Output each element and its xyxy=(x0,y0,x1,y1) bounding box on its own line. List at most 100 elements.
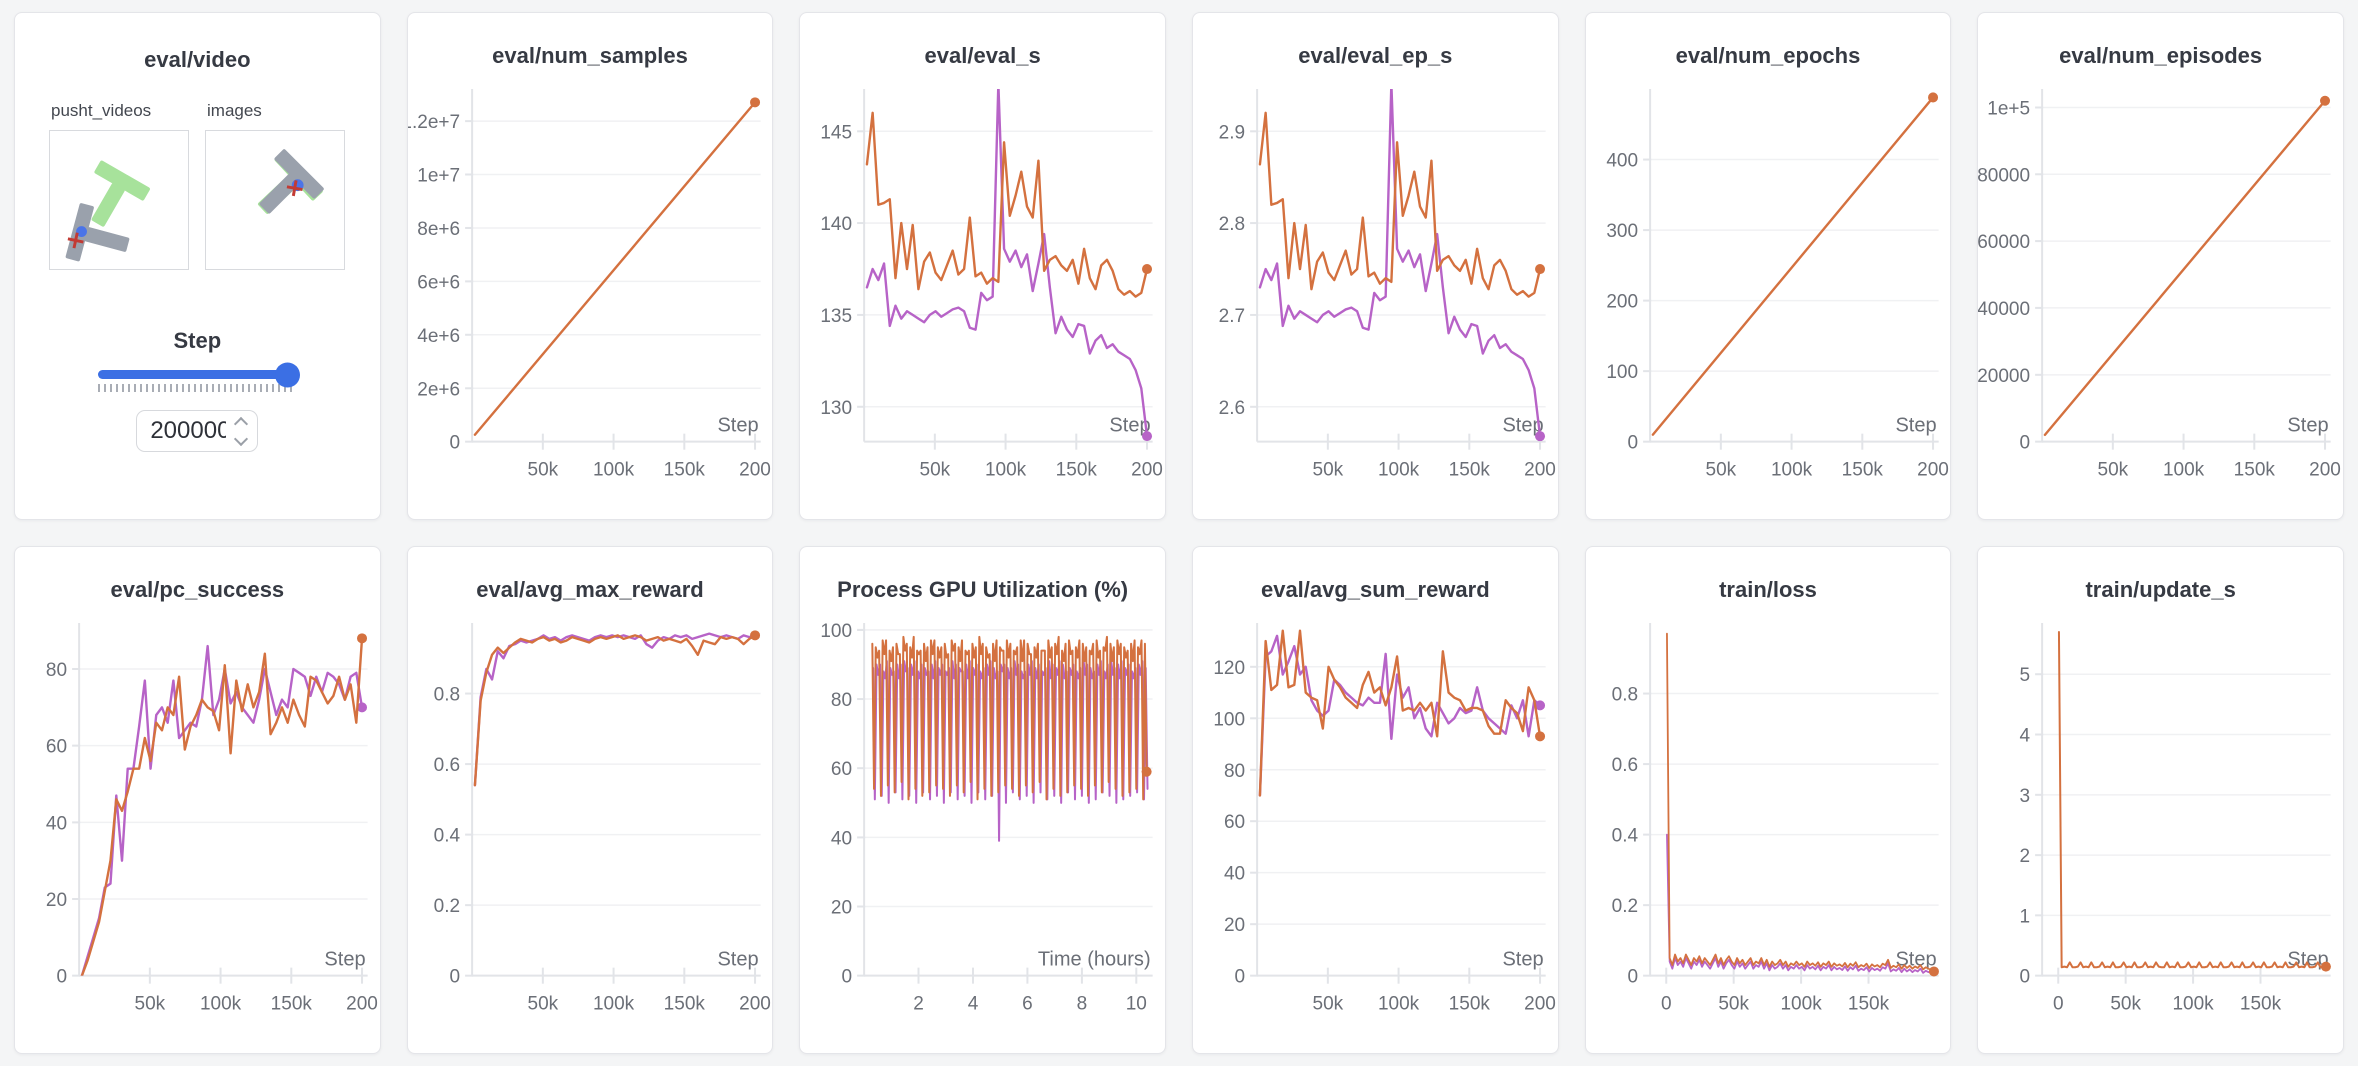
svg-text:100k: 100k xyxy=(593,994,635,1015)
svg-text:150k: 150k xyxy=(1056,460,1098,481)
svg-text:0.2: 0.2 xyxy=(433,896,459,917)
thumbnail-caption: images xyxy=(207,101,262,120)
step-control: Step xyxy=(15,328,380,452)
svg-text:2e+6: 2e+6 xyxy=(417,379,460,400)
svg-text:100: 100 xyxy=(1213,709,1245,730)
svg-text:200: 200 xyxy=(2309,460,2341,481)
pusht-videos-thumbnail[interactable] xyxy=(49,130,189,270)
chart-eval-avg-sum-reward[interactable]: 0 20 40 60 80 100 120 50k 100k 150k 200 Step xyxy=(1193,609,1558,1034)
svg-text:100: 100 xyxy=(821,621,853,642)
svg-text:Step: Step xyxy=(2288,415,2329,437)
svg-text:20000: 20000 xyxy=(1978,366,2030,387)
svg-text:Step: Step xyxy=(1895,949,1936,971)
panel-train-update-s: train/update_s 0 1 2 3 4 5 0 50k 100k 150k Step xyxy=(1977,546,2344,1054)
svg-text:Step: Step xyxy=(717,949,758,971)
svg-text:2.7: 2.7 xyxy=(1219,306,1245,327)
svg-text:2: 2 xyxy=(2020,846,2031,867)
panel-eval-eval-s: eval/eval_s 130 135 140 145 50k 100k 150k 200 St… xyxy=(799,12,1166,520)
svg-text:60: 60 xyxy=(1224,812,1245,833)
svg-text:4: 4 xyxy=(2020,726,2031,747)
svg-text:8: 8 xyxy=(1077,994,1088,1015)
svg-text:4: 4 xyxy=(968,994,979,1015)
svg-text:150k: 150k xyxy=(663,460,705,481)
stepper-down-icon[interactable] xyxy=(234,431,249,446)
step-slider-handle[interactable] xyxy=(275,362,301,387)
panel-title: eval/eval_ep_s xyxy=(1298,43,1453,68)
panel-title: eval/pc_success xyxy=(110,577,285,602)
svg-text:50k: 50k xyxy=(2098,460,2129,481)
svg-text:0: 0 xyxy=(1235,967,1246,988)
panel-title: eval/eval_s xyxy=(924,43,1041,68)
chart-eval-avg-max-reward[interactable]: 0 0.2 0.4 0.6 0.8 50k 100k 150k 200 Step xyxy=(408,609,773,1034)
panel-eval-eval-ep-s: eval/eval_ep_s 2.6 2.7 2.8 2.9 50k 100k 150k 20… xyxy=(1191,12,1559,520)
stepper-up-icon[interactable] xyxy=(234,416,249,431)
panel-title: eval/num_episodes xyxy=(2059,43,2263,68)
images-thumbnail[interactable] xyxy=(205,130,345,270)
step-slider-track[interactable] xyxy=(98,370,297,379)
svg-text:150k: 150k xyxy=(1848,994,1890,1015)
svg-text:50k: 50k xyxy=(1312,994,1343,1015)
chart-train-loss[interactable]: 0 0.2 0.4 0.6 0.8 0 50k 100k 150k Step xyxy=(1586,609,1951,1034)
svg-text:10: 10 xyxy=(1126,994,1147,1015)
svg-text:0.8: 0.8 xyxy=(1611,685,1637,706)
svg-text:20: 20 xyxy=(46,890,67,911)
svg-text:50k: 50k xyxy=(1718,994,1749,1015)
svg-text:80000: 80000 xyxy=(1978,165,2030,186)
svg-text:2.6: 2.6 xyxy=(1219,398,1245,419)
svg-text:0.8: 0.8 xyxy=(433,685,459,706)
svg-text:1e+7: 1e+7 xyxy=(417,165,460,186)
panel-title: eval/num_samples xyxy=(492,43,688,68)
panel-train-loss: train/loss 0 0.2 0.4 0.6 0.8 0 50k 100k 150k Step xyxy=(1584,546,1952,1054)
svg-text:40000: 40000 xyxy=(1978,299,2030,320)
svg-text:80: 80 xyxy=(831,690,852,711)
panel-title: train/update_s xyxy=(2085,577,2236,602)
panel-eval-video: eval/video pusht_videos xyxy=(14,12,381,520)
svg-text:40: 40 xyxy=(1224,864,1245,885)
chart-eval-num-epochs[interactable]: 0 100 200 300 400 50k 100k 150k 200 Step xyxy=(1586,75,1951,500)
step-value-box xyxy=(136,410,259,452)
svg-text:150k: 150k xyxy=(1449,994,1491,1015)
chart-gpu-utilization[interactable]: 0 20 40 60 80 100 2 4 6 8 10 Time (hours) xyxy=(800,609,1165,1034)
svg-text:100k: 100k xyxy=(1780,994,1822,1015)
svg-text:0: 0 xyxy=(57,967,68,988)
stepper xyxy=(234,416,249,446)
svg-text:8e+6: 8e+6 xyxy=(417,219,460,240)
svg-text:1.2e+7: 1.2e+7 xyxy=(408,112,460,133)
svg-text:150k: 150k xyxy=(1841,460,1883,481)
svg-text:80: 80 xyxy=(46,660,67,681)
svg-text:100k: 100k xyxy=(593,460,635,481)
svg-text:40: 40 xyxy=(831,828,852,849)
svg-text:0: 0 xyxy=(1627,433,1638,454)
svg-text:150k: 150k xyxy=(1449,460,1491,481)
svg-text:50k: 50k xyxy=(1705,460,1736,481)
svg-text:135: 135 xyxy=(821,306,853,327)
svg-text:200: 200 xyxy=(1917,460,1949,481)
svg-text:Step: Step xyxy=(1110,415,1151,437)
svg-text:Step: Step xyxy=(717,415,758,437)
svg-text:80: 80 xyxy=(1224,761,1245,782)
svg-text:1e+5: 1e+5 xyxy=(1988,98,2031,119)
svg-text:145: 145 xyxy=(821,122,853,143)
step-value-input[interactable] xyxy=(148,416,229,446)
svg-text:2.8: 2.8 xyxy=(1219,214,1245,235)
chart-eval-eval-s[interactable]: 130 135 140 145 50k 100k 150k 200 Step xyxy=(800,75,1165,500)
chart-eval-num-samples[interactable]: 0 2e+6 4e+6 6e+6 8e+6 1e+7 1.2e+7 50k 100k 150k 20… xyxy=(408,75,773,500)
panel-title: eval/num_epochs xyxy=(1675,43,1861,68)
panel-title: eval/avg_max_reward xyxy=(476,577,704,602)
panel-eval-avg-sum-reward: eval/avg_sum_reward 0 20 40 60 80 100 120 50k 10… xyxy=(1191,546,1559,1054)
step-slider[interactable] xyxy=(98,362,301,387)
panel-eval-num-samples: eval/num_samples 0 2e+6 4e+6 6e+6 8e+6 1e+7 1.… xyxy=(406,12,774,520)
svg-text:0.6: 0.6 xyxy=(1611,755,1637,776)
chart-eval-eval-ep-s[interactable]: 2.6 2.7 2.8 2.9 50k 100k 150k 200 Step xyxy=(1193,75,1558,500)
svg-text:120: 120 xyxy=(1213,658,1245,679)
panel-eval-pc-success: eval/pc_success 0 20 40 60 80 50k 100k 150k 200 S… xyxy=(14,546,381,1054)
chart-eval-pc-success[interactable]: 0 20 40 60 80 50k 100k 150k 200 Step xyxy=(15,609,380,1034)
svg-text:0: 0 xyxy=(1627,967,1638,988)
svg-text:5: 5 xyxy=(2020,665,2031,686)
svg-text:100k: 100k xyxy=(2163,460,2205,481)
chart-eval-num-episodes[interactable]: 0 20000 40000 60000 80000 1e+5 50k 100k 150k 200 S… xyxy=(1978,75,2343,500)
panel-eval-avg-max-reward: eval/avg_max_reward 0 0.2 0.4 0.6 0.8 50k 100k… xyxy=(406,546,774,1054)
svg-text:20: 20 xyxy=(831,898,852,919)
panel-title: eval/video xyxy=(144,47,251,72)
